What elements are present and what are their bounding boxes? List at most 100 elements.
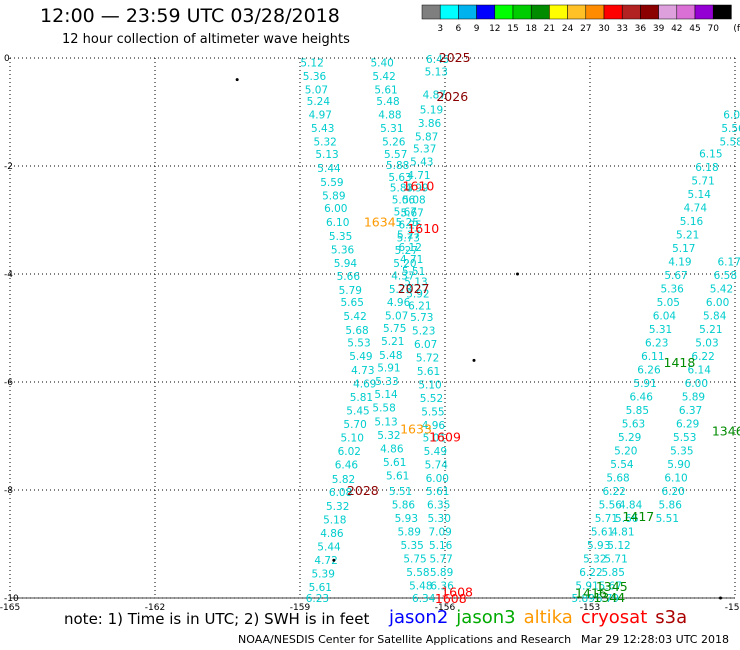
wave-height-label: 4.19 — [668, 257, 691, 269]
wave-height-label: 5.07 — [305, 84, 328, 96]
wave-height-label: 7.09 — [428, 527, 451, 539]
wave-height-label: 5.75 — [383, 323, 406, 335]
color-scale-label: 15 — [507, 24, 518, 34]
wave-height-label: 4.73 — [351, 365, 374, 377]
wave-height-label: 5.79 — [339, 285, 362, 297]
wave-height-label: 5.44 — [317, 542, 341, 554]
footer-generated: Mar 29 12:28:03 UTC 2018 — [581, 633, 729, 646]
wave-height-label: 5.86 — [659, 500, 683, 512]
wave-height-label: 5.26 — [382, 137, 406, 149]
wave-height-label: 5.37 — [413, 144, 436, 156]
wave-height-label: 5.61 — [383, 457, 406, 469]
wave-height-label: 4.84 — [619, 500, 643, 512]
wave-height-label: 5.85 — [602, 567, 625, 579]
wave-height-label: 5.24 — [307, 96, 331, 108]
wave-height-label: 6.18 — [695, 162, 718, 174]
wave-height-label: 5.83 — [390, 183, 413, 195]
wave-height-label: 5.35 — [400, 540, 423, 552]
color-scale-label: 39 — [653, 24, 665, 34]
wave-height-label: 6.00 — [324, 203, 347, 215]
island-dot — [235, 78, 239, 82]
wave-height-label: 5.91 — [377, 362, 400, 374]
wave-height-label: 5.01 — [423, 433, 446, 445]
color-scale-label: 33 — [616, 24, 627, 34]
wave-height-label: 5.10 — [418, 380, 441, 392]
wave-height-label: 5.55 — [421, 407, 444, 419]
wave-height-label: 5.49 — [349, 351, 372, 363]
color-scale-label: 3 — [437, 24, 443, 34]
x-tick-label: -153 — [580, 603, 600, 613]
wave-height-label: 5.75 — [403, 554, 426, 566]
wave-height-label: 4.97 — [309, 110, 332, 122]
wave-height-label: 5.35 — [670, 446, 693, 458]
island-dot — [719, 596, 722, 600]
y-tick-label: -2 — [4, 162, 13, 172]
wave-height-label: 6.14 — [688, 365, 712, 377]
wave-height-label: 5.53 — [347, 338, 370, 350]
wave-height-label: 5.13 — [425, 67, 448, 79]
wave-height-label: 5.91 — [575, 581, 598, 593]
wave-height-label: 5.20 — [393, 258, 416, 270]
color-scale-label: 36 — [635, 24, 647, 34]
wave-height-label: 5.48 — [376, 96, 399, 108]
wave-height-label: 5.33 — [375, 376, 398, 388]
wave-height-label: 5.89 — [398, 527, 421, 539]
footer-note: note: 1) Time is in UTC; 2) SWH is in fe… — [64, 610, 370, 628]
wave-height-label: 5.89 — [322, 191, 345, 203]
wave-height-label: 5.52 — [420, 393, 443, 405]
wave-height-label: 5.68 — [345, 325, 368, 337]
wave-height-label: 6.22 — [691, 351, 714, 363]
wave-height-label: 5.67 — [664, 270, 687, 282]
wave-height-label: 5.18 — [323, 515, 346, 527]
pass-time-label: 1610 — [407, 221, 439, 236]
wave-height-label: 5.53 — [673, 432, 696, 444]
wave-height-label: 5.21 — [676, 230, 699, 242]
wave-height-label: 6.20 — [661, 486, 684, 498]
wave-height-label: 5.61 — [386, 470, 409, 482]
page-subtitle: 12 hour collection of altimeter wave hei… — [62, 32, 350, 47]
wave-height-label: 4.88 — [378, 110, 401, 122]
wave-height-label: 6.08 — [329, 487, 352, 499]
color-scale-swatch — [621, 4, 641, 20]
wave-height-label: 5.88 — [386, 160, 409, 172]
color-scale-swatch — [476, 4, 496, 20]
legend-jason3: jason3 — [456, 607, 516, 628]
wave-height-label: 5.14 — [374, 389, 398, 401]
wave-height-label: 5.43 — [410, 157, 433, 169]
wave-height-label: 5.65 — [341, 297, 364, 309]
wave-height-label: 4.72 — [314, 555, 337, 567]
wave-height-label: 6.79 — [596, 593, 619, 605]
wave-height-label: 5.36 — [660, 284, 684, 296]
wave-height-label: 5.91 — [633, 378, 656, 390]
wave-height-label: 5.49 — [424, 446, 447, 458]
wave-height-label: 5.84 — [703, 311, 727, 323]
wave-height-label: 5.77 — [429, 554, 452, 566]
x-tick-label: -150 — [725, 603, 740, 613]
wave-height-label: 5.48 — [409, 581, 432, 593]
y-tick-label: 0 — [4, 54, 10, 64]
wave-height-label: 5.16 — [680, 216, 704, 228]
color-scale-label: 42 — [671, 24, 682, 34]
page-title: 12:00 — 23:59 UTC 03/28/2018 — [40, 5, 340, 27]
wave-height-label: 5.56 — [599, 500, 623, 512]
y-tick-label: -4 — [4, 270, 13, 280]
color-scale-unit: (ft) — [733, 24, 740, 34]
color-scale-label: 21 — [544, 24, 555, 34]
wave-height-label: 6.00 — [426, 473, 449, 485]
legend-s3a: s3a — [655, 607, 688, 628]
color-scale-swatch — [421, 4, 441, 20]
wave-height-label: 5.14 — [688, 189, 712, 201]
wave-height-label: 5.21 — [381, 336, 404, 348]
wave-height-label: 5.56 — [721, 123, 740, 135]
wave-height-label: 6.11 — [641, 351, 664, 363]
wave-height-label: 5.89 — [572, 593, 595, 605]
wave-height-label: 5.61 — [309, 582, 332, 594]
x-tick-label: -159 — [290, 603, 311, 613]
wave-height-label: 5.61 — [591, 527, 614, 539]
color-scale-label: 45 — [689, 24, 700, 34]
island-dot — [332, 558, 336, 562]
wave-height-label: 5.31 — [380, 123, 403, 135]
wave-height-label: 6.29 — [676, 419, 699, 431]
pass-time-label: 2026 — [436, 89, 468, 104]
wave-height-label: 4.86 — [320, 528, 344, 540]
